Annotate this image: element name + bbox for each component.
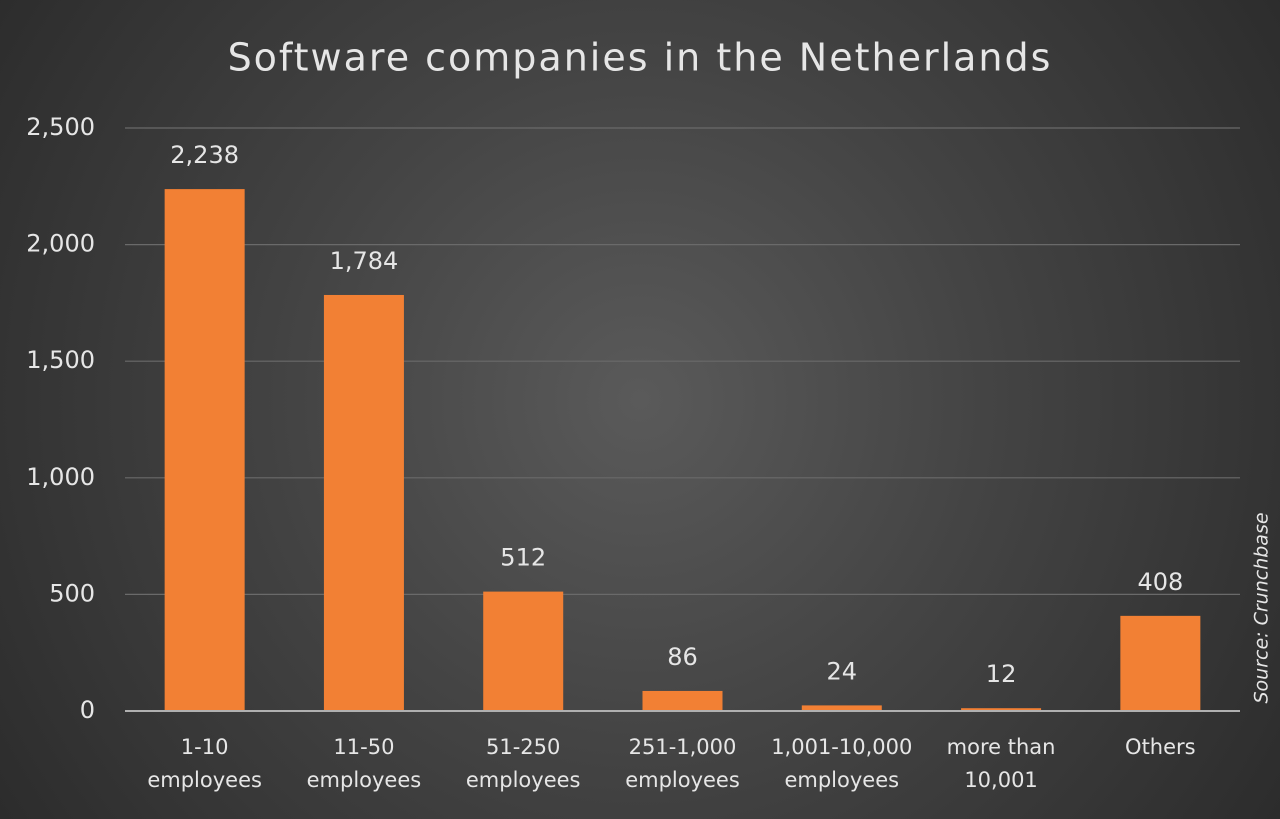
x-tick-label: more than 10,001	[946, 735, 1056, 792]
y-tick-label: 1,500	[26, 346, 95, 374]
value-label: 12	[986, 660, 1017, 688]
x-tick-label: Others	[1125, 735, 1196, 759]
y-tick-label: 2,000	[26, 230, 95, 258]
bar	[164, 189, 245, 712]
x-tick-label: 1-10 employees	[147, 735, 262, 792]
value-label: 24	[827, 657, 858, 685]
value-label: 408	[1137, 568, 1183, 596]
value-label: 2,238	[170, 141, 239, 169]
value-label: 1,784	[330, 247, 399, 275]
bar	[1120, 615, 1201, 711]
x-tick-label: 11-50 employees	[306, 735, 422, 792]
y-tick-label: 1,000	[26, 463, 95, 491]
y-tick-label: 2,500	[26, 113, 95, 141]
value-label: 86	[667, 643, 698, 671]
bar	[483, 591, 564, 711]
bar	[961, 708, 1042, 711]
chart-title: Software companies in the Netherlands	[228, 36, 1053, 80]
value-label: 512	[500, 544, 546, 572]
bar	[642, 690, 723, 711]
source-note: Source: Crunchbase	[1251, 512, 1273, 703]
bar	[323, 294, 404, 711]
bar	[801, 705, 882, 711]
x-tick-label: 251-1,000 employees	[625, 735, 740, 792]
x-tick-label: 1,001-10,000 employees	[771, 735, 913, 792]
y-tick-label: 500	[49, 579, 95, 607]
y-tick-label: 0	[80, 696, 95, 724]
x-tick-label: 51-250 employees	[465, 735, 581, 792]
